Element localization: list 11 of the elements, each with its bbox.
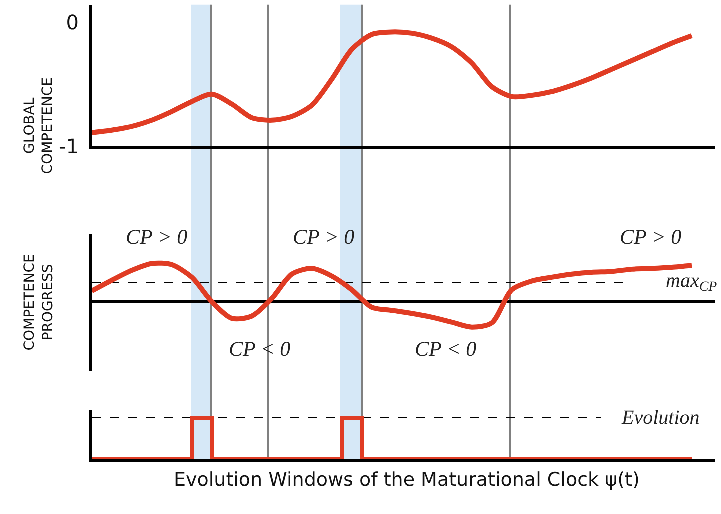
ref-line-label: max$_{CP}$	[666, 270, 718, 296]
y-axis-title: GLOBAL COMPETENCE	[22, 78, 56, 174]
text: CP > 0	[620, 225, 682, 249]
y-tick-label: -1	[59, 134, 79, 158]
text: CP > 0	[293, 225, 356, 249]
text: CP > 0	[126, 225, 188, 249]
y-axis-title: COMPETENCE PROGRESS	[22, 254, 56, 351]
text: CP < 0	[415, 337, 478, 361]
x-axis-title: Evolution Windows of the Maturational Clock ψ(t)	[174, 469, 640, 491]
y-tick-label: 0	[66, 10, 79, 34]
ref-line-label: Evolution	[621, 407, 700, 429]
